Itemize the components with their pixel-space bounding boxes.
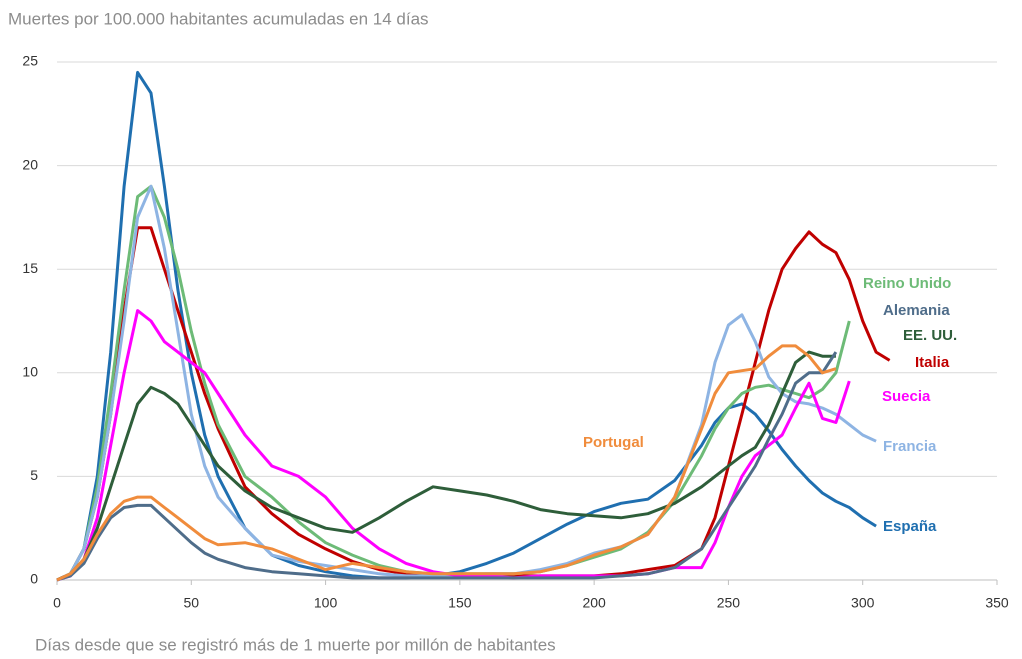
series-label: Alemania [883, 302, 950, 319]
line-series [56, 70, 877, 582]
x-tick-label: 50 [183, 595, 199, 611]
y-tick-label: 25 [22, 53, 38, 69]
series-label: Italia [915, 354, 950, 371]
x-tick-label: 0 [53, 595, 61, 611]
y-tick-label: 15 [22, 260, 38, 276]
chart-title: Muertes por 100.000 habitantes acumulada… [8, 9, 429, 28]
series-label: EE. UU. [903, 327, 957, 344]
line-series [56, 184, 851, 582]
series-label: Portugal [583, 434, 644, 451]
x-tick-label: 300 [851, 595, 875, 611]
series-label: Francia [883, 438, 937, 455]
y-tick-label: 5 [30, 467, 38, 483]
x-tick-label: 250 [717, 595, 741, 611]
y-tick-label: 10 [22, 364, 38, 380]
y-tick-label: 0 [30, 571, 38, 587]
x-axis-label: Días desde que se registró más de 1 muer… [35, 635, 556, 654]
line-series [56, 351, 838, 582]
x-tick-label: 350 [985, 595, 1009, 611]
series-label: España [883, 518, 937, 535]
x-tick-label: 200 [582, 595, 606, 611]
series-label: Suecia [882, 388, 931, 405]
series-label: Reino Unido [863, 275, 951, 292]
line-series [56, 344, 837, 582]
x-tick-label: 150 [448, 595, 472, 611]
line-series [56, 350, 836, 582]
line-series [56, 309, 851, 582]
x-tick-label: 100 [314, 595, 338, 611]
y-tick-label: 20 [22, 156, 38, 172]
